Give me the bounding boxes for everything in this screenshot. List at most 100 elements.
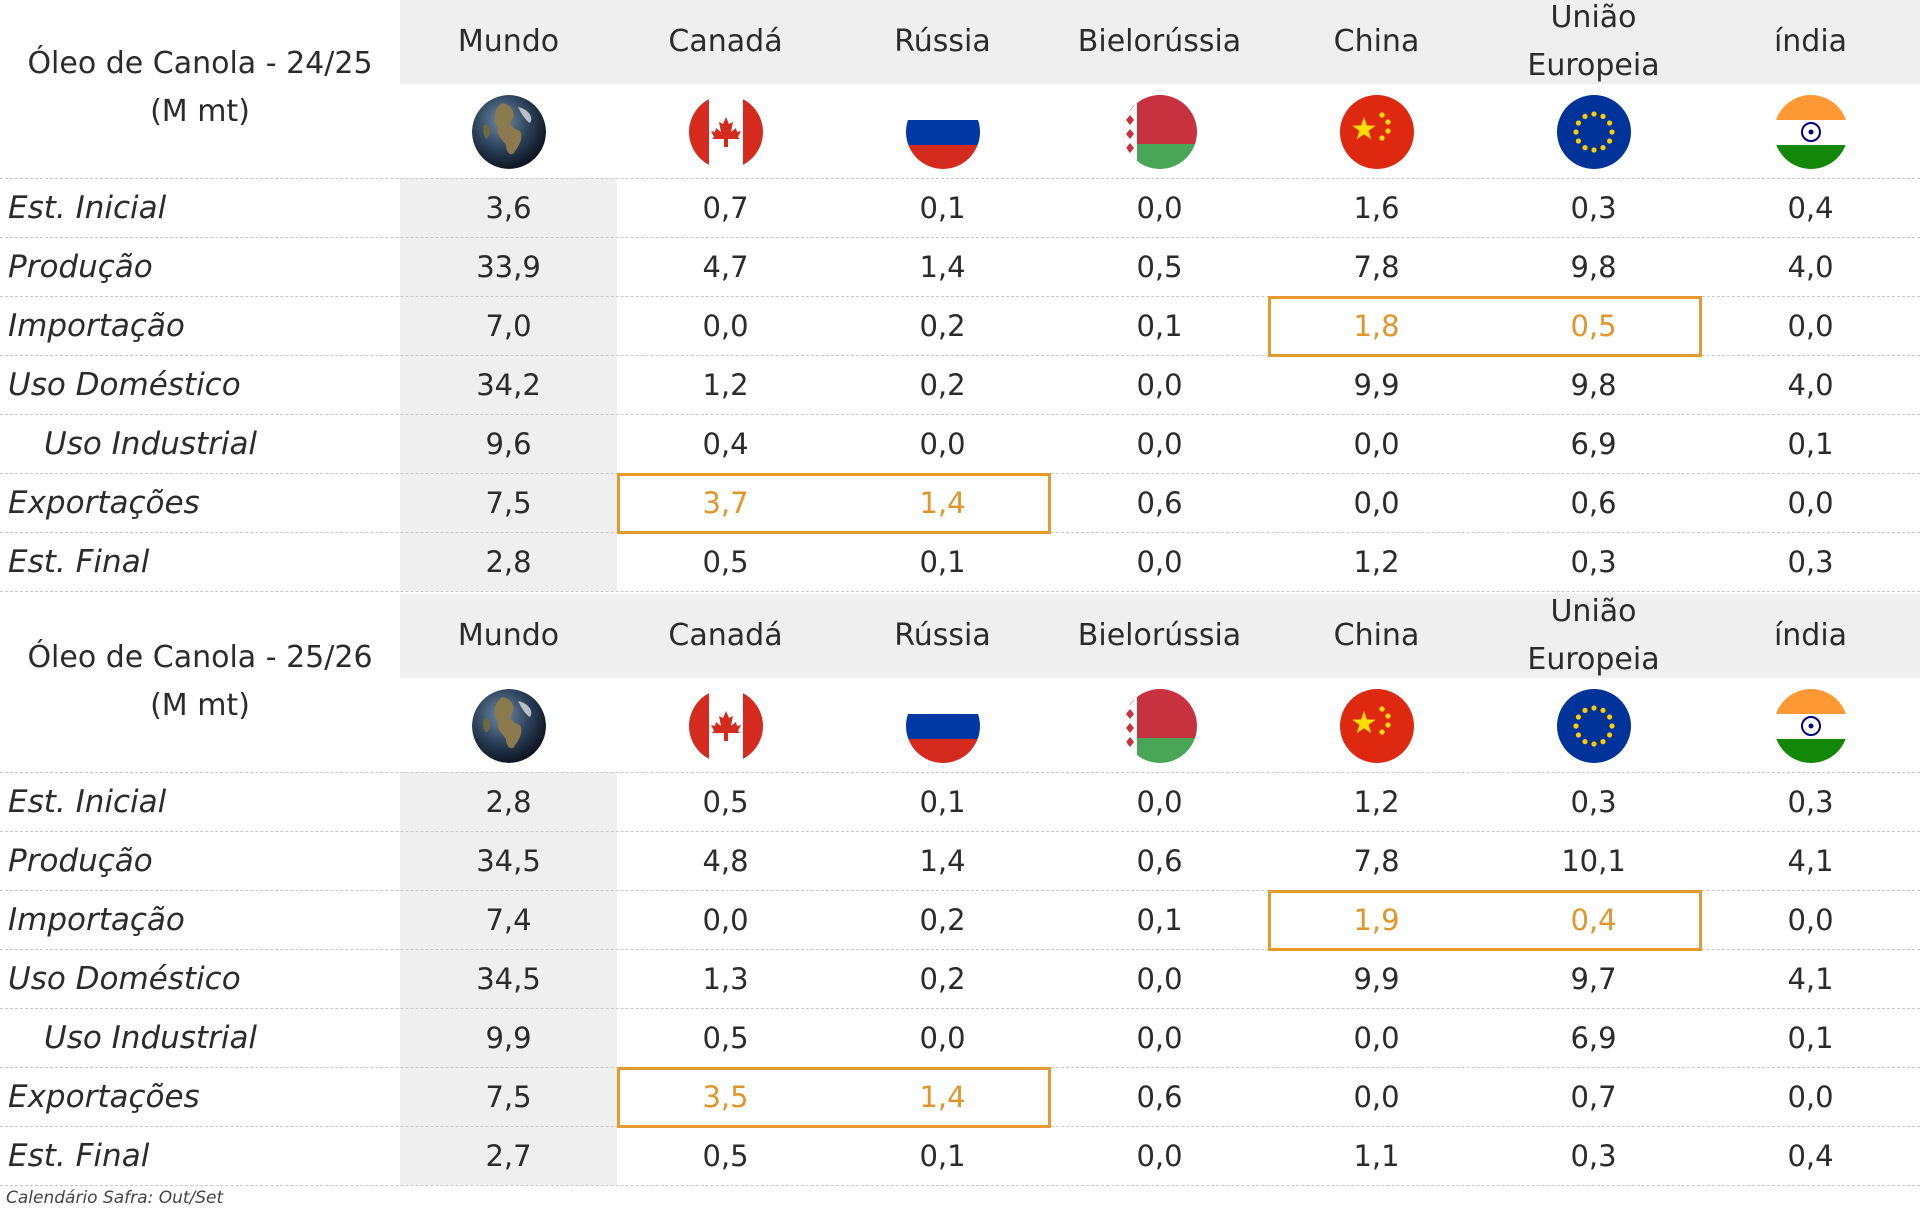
row-label: Uso Doméstico xyxy=(8,367,241,403)
table-cell: 7,5 xyxy=(485,1080,532,1114)
table-cell: 0,0 xyxy=(1136,427,1183,461)
row-label: Est. Inicial xyxy=(8,190,167,226)
table-cell: 0,5 xyxy=(702,545,749,579)
table-cell: 6,9 xyxy=(1570,1021,1617,1055)
column-header: Canadá xyxy=(668,618,783,653)
table-cell: 9,9 xyxy=(485,1021,532,1055)
table-cell: 0,0 xyxy=(1136,962,1183,996)
table-cell: 0,6 xyxy=(1136,1080,1183,1114)
row-label: Uso Industrial xyxy=(44,1020,258,1056)
table-cell: 4,0 xyxy=(1787,250,1834,284)
table-row: Produção 34,5 4,8 1,4 0,6 7,8 10,1 4,1 xyxy=(0,831,1920,891)
column-header: Rússia xyxy=(894,24,991,59)
table-cell: 4,8 xyxy=(702,844,749,878)
column-header: União Europeia xyxy=(1527,0,1660,83)
column-header: Mundo xyxy=(457,24,560,59)
table-title: Óleo de Canola - 24/25 (M mt) xyxy=(0,40,400,136)
table-cell: 0,5 xyxy=(1136,250,1183,284)
globe-icon xyxy=(471,95,546,169)
table-cell: 0,0 xyxy=(1787,1080,1834,1114)
table-cell: 0,0 xyxy=(1787,309,1834,343)
table-cell: 0,3 xyxy=(1570,1139,1617,1173)
table-cell: 34,5 xyxy=(476,844,541,878)
row-label: Est. Inicial xyxy=(8,784,167,820)
table-row: Uso Doméstico 34,2 1,2 0,2 0,0 9,9 9,8 4,0 xyxy=(0,355,1920,415)
table-cell: 0,0 xyxy=(1353,1021,1400,1055)
table-cell: 0,2 xyxy=(919,962,966,996)
table-cell: 0,0 xyxy=(1136,545,1183,579)
column-header: Mundo xyxy=(457,618,560,653)
table-row: Uso Industrial 9,6 0,4 0,0 0,0 0,0 6,9 0,1 xyxy=(0,414,1920,474)
balance-table-24-25: Óleo de Canola - 24/25 (M mt) Mundo Canadá R… xyxy=(0,0,1920,592)
table-cell: 1,2 xyxy=(1353,785,1400,819)
table-cell: 0,1 xyxy=(919,1139,966,1173)
table-cell: 1,4 xyxy=(919,1080,966,1114)
table-row: Est. Final 2,7 0,5 0,1 0,0 1,1 0,3 0,4 xyxy=(0,1126,1920,1186)
row-label: Est. Final xyxy=(8,1138,150,1174)
column-header: Bielorússia xyxy=(1077,618,1242,653)
table-cell: 4,0 xyxy=(1787,368,1834,402)
russia-flag-icon xyxy=(905,689,980,763)
table-cell: 0,1 xyxy=(919,785,966,819)
eu-flag-icon xyxy=(1556,689,1631,763)
table-cell: 1,2 xyxy=(702,368,749,402)
table-row: Uso Industrial 9,9 0,5 0,0 0,0 0,0 6,9 0,1 xyxy=(0,1008,1920,1068)
table-cell: 2,8 xyxy=(485,545,532,579)
table-row: Est. Final 2,8 0,5 0,1 0,0 1,2 0,3 0,3 xyxy=(0,532,1920,592)
china-flag-icon xyxy=(1339,689,1414,763)
table-cell: 7,0 xyxy=(485,309,532,343)
table-bottom-rule xyxy=(0,1185,1920,1186)
footnote: Calendário Safra: Out/Set xyxy=(6,1188,224,1208)
table-cell: 0,2 xyxy=(919,903,966,937)
row-label: Exportações xyxy=(8,485,200,521)
table-cell: 1,6 xyxy=(1353,191,1400,225)
table-cell: 0,3 xyxy=(1570,545,1617,579)
table-cell: 0,0 xyxy=(1353,427,1400,461)
highlight-box xyxy=(1268,890,1702,951)
table-cell: 1,2 xyxy=(1353,545,1400,579)
row-label: Importação xyxy=(8,902,185,938)
table-cell: 1,4 xyxy=(919,250,966,284)
highlight-box xyxy=(617,473,1051,534)
column-header: índia xyxy=(1773,618,1848,653)
table-unit: (M mt) xyxy=(150,94,250,129)
highlight-box xyxy=(1268,296,1702,357)
row-label: Uso Industrial xyxy=(44,426,258,462)
eu-flag-icon xyxy=(1556,95,1631,169)
table-cell: 0,3 xyxy=(1787,785,1834,819)
table-title-text: Óleo de Canola - 25/26 xyxy=(27,640,373,675)
table-cell: 34,5 xyxy=(476,962,541,996)
table-cell: 0,3 xyxy=(1570,785,1617,819)
header-band xyxy=(400,0,1920,84)
column-header: Rússia xyxy=(894,618,991,653)
row-label: Exportações xyxy=(8,1079,200,1115)
column-header: China xyxy=(1333,24,1420,59)
table-cell: 9,6 xyxy=(485,427,532,461)
table-cell: 2,8 xyxy=(485,785,532,819)
row-label: Produção xyxy=(8,249,153,285)
table-row: Produção 33,9 4,7 1,4 0,5 7,8 9,8 4,0 xyxy=(0,237,1920,297)
table-cell: 0,0 xyxy=(1787,486,1834,520)
header-band xyxy=(400,594,1920,678)
table-cell: 0,0 xyxy=(1136,368,1183,402)
table-cell: 0,5 xyxy=(702,785,749,819)
world-column-shading xyxy=(400,178,617,591)
canada-flag-icon xyxy=(688,95,763,169)
table-cell: 0,5 xyxy=(702,1139,749,1173)
table-cell: 0,0 xyxy=(702,903,749,937)
table-cell: 0,1 xyxy=(1787,1021,1834,1055)
column-header: índia xyxy=(1773,24,1848,59)
table-cell: 1,8 xyxy=(1353,309,1400,343)
table-cell: 9,7 xyxy=(1570,962,1617,996)
table-cell: 0,2 xyxy=(919,309,966,343)
table-cell: 0,1 xyxy=(919,545,966,579)
table-cell: 0,0 xyxy=(1136,1139,1183,1173)
india-flag-icon xyxy=(1773,689,1848,763)
table-cell: 7,8 xyxy=(1353,844,1400,878)
table-cell: 0,4 xyxy=(1787,1139,1834,1173)
globe-icon xyxy=(471,689,546,763)
table-cell: 1,3 xyxy=(702,962,749,996)
table-cell: 0,0 xyxy=(1353,486,1400,520)
table-cell: 0,5 xyxy=(702,1021,749,1055)
table-row: Importação 7,4 0,0 0,2 0,1 1,9 0,4 0,0 xyxy=(0,890,1920,950)
